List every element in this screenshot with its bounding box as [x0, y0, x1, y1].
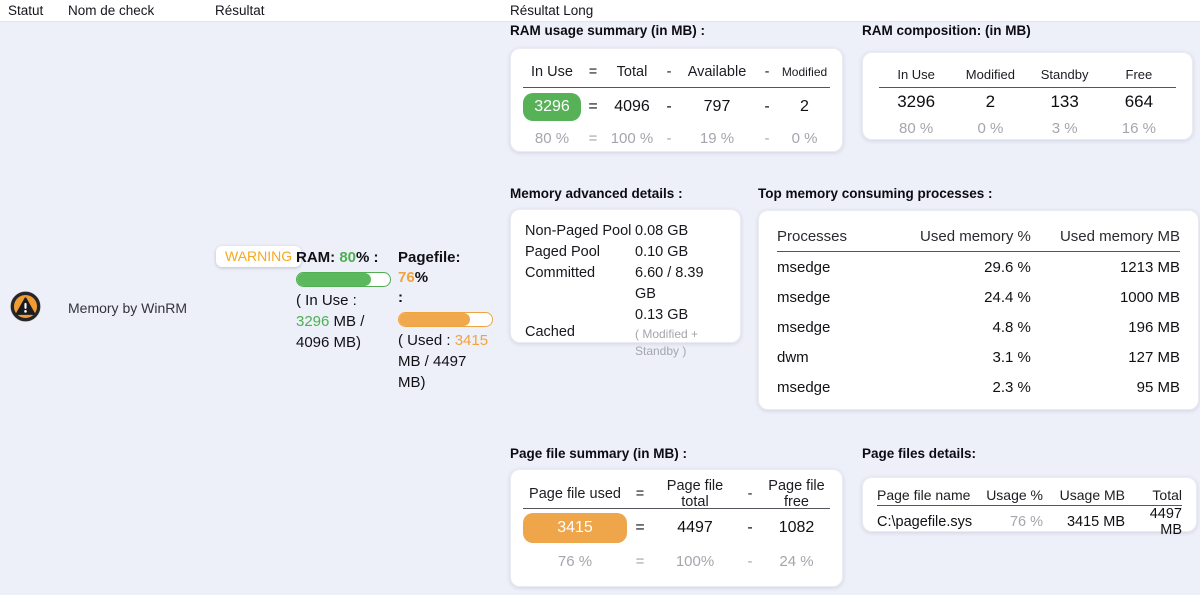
ram-composition-value-row: 3296 2 133 664 [897, 92, 1154, 111]
pagefile-summary-percent-row: 76 % = 100% - 24 % [557, 552, 814, 570]
ram-summary-value-row: 3296 = 4096 - 797 - 2 [523, 88, 830, 125]
pagefile-details-row: C:\pagefile.sys 76 % 3415 MB 4497 MB [877, 506, 1182, 538]
pagefile-summary-value-row: 3415 = 4497 - 1082 [523, 509, 830, 547]
advanced-row-committed: Committed 6.60 / 8.39 GB [525, 265, 704, 302]
ram-composition-header-row: In Use Modified Standby Free [879, 61, 1176, 88]
ram-percent-line: RAM: 80% : [296, 249, 379, 266]
advanced-row-paged: Paged Pool 0.10 GB [525, 244, 689, 260]
ram-composition-card: In Use Modified Standby Free 3296 2 133 … [862, 52, 1193, 140]
column-header-statut[interactable]: Statut [8, 3, 44, 18]
check-name: Memory by WinRM [68, 300, 188, 316]
ram-summary-percent-row: 80 % = 100 % - 19 % - 0 % [534, 130, 818, 147]
cached-value: 0.13 GB [635, 307, 689, 323]
pagefile-detail-text: ( Used : 3415 MB / 4497 MB) [398, 332, 489, 391]
ram-percent-value: 80 [339, 249, 357, 266]
pagefile-result-block: Pagefile: 76% : ( Used : 3415 MB / 4497 … [398, 248, 493, 393]
ram-in-use-badge: 3296 [523, 92, 581, 121]
memory-advanced-title: Memory advanced details : [510, 186, 683, 201]
ram-summary-header-row: In Use = Total - Available - Modified [523, 57, 830, 88]
pagefile-summary-card: Page file used = Page file total - Page … [510, 469, 843, 587]
pagefile-details-card: Page file name Usage % Usage MB Total C:… [862, 477, 1197, 538]
pagefile-details-header-row: Page file name Usage % Usage MB Total [877, 484, 1182, 506]
advanced-row-nonpaged: Non-Paged Pool 0.08 GB [525, 223, 689, 239]
top-processes-header-row: Processes Used memory % Used memory MB [777, 221, 1180, 252]
column-header-resultat[interactable]: Résultat [215, 3, 265, 18]
process-row: msedge 24.4 % 1000 MB [777, 288, 1180, 306]
pagefile-used-mb: 3415 [454, 332, 489, 349]
column-header-nom-de-check[interactable]: Nom de check [68, 3, 155, 18]
process-row: msedge 4.8 % 196 MB [777, 318, 1180, 336]
table-column-headers: Statut Nom de check Résultat Résultat Lo… [0, 0, 1200, 22]
pagefile-summary-header-row: Page file used = Page file total - Page … [523, 478, 830, 510]
process-row: msedge 29.6 % 1213 MB [777, 258, 1180, 276]
process-row: dwm 3.1 % 127 MB [777, 348, 1180, 366]
column-header-resultat-long[interactable]: Résultat Long [510, 3, 594, 18]
memory-advanced-card: Non-Paged Pool 0.08 GB Paged Pool 0.10 G… [510, 209, 741, 358]
ram-used-mb: 3296 [296, 313, 330, 330]
top-processes-card: Processes Used memory % Used memory MB m… [758, 210, 1199, 410]
cached-note: ( Modified + Standby ) [635, 327, 699, 358]
pagefile-used-badge: 3415 [523, 513, 627, 543]
pagefile-details-title: Page files details: [862, 446, 977, 461]
advanced-row-cached: Cached 0.13 GB ( Modified + Standby ) [525, 305, 726, 360]
status-badge: WARNING [216, 246, 302, 267]
pagefile-percent-line: Pagefile: 76% [398, 249, 461, 286]
ram-progress-bar [296, 272, 391, 287]
ram-composition-title: RAM composition: (in MB) [862, 23, 1031, 38]
ram-summary-title: RAM usage summary (in MB) : [510, 23, 706, 38]
pagefile-colon-line: : [398, 289, 403, 306]
pagefile-percent-value: 76 [398, 269, 415, 286]
ram-composition-percent-row: 80 % 0 % 3 % 16 % [899, 119, 1156, 137]
process-row: msedge 2.3 % 95 MB [777, 378, 1180, 396]
top-processes-title: Top memory consuming processes : [758, 186, 993, 201]
ram-summary-card: In Use = Total - Available - Modified 32… [510, 48, 843, 152]
ram-detail-text: ( In Use : 3296 MB / 4096 MB) [296, 292, 365, 351]
warning-status-icon [10, 291, 41, 322]
pagefile-progress-bar [398, 312, 493, 327]
ram-result-block: RAM: 80% : ( In Use : 3296 MB / 4096 MB) [296, 248, 391, 353]
pagefile-summary-title: Page file summary (in MB) : [510, 446, 688, 461]
